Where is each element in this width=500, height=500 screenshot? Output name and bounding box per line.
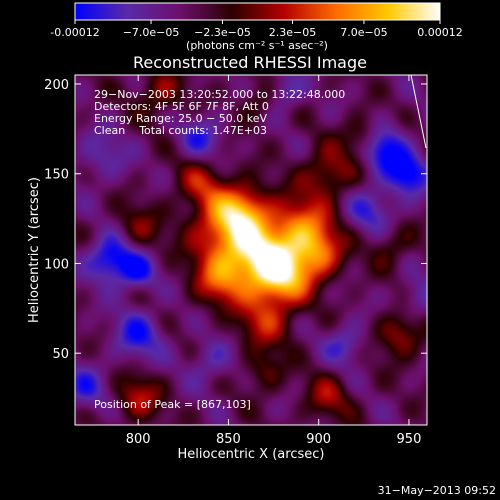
colorbar-tick-label: 7.0e−05 <box>340 26 387 39</box>
x-axis-label: Heliocentric X (arcsec) <box>178 447 325 462</box>
colorbar-tick-label: −2.3e−05 <box>194 26 251 39</box>
x-tick-label: 850 <box>216 432 241 447</box>
x-tick-label: 950 <box>397 432 422 447</box>
y-axis-ticks: 50 100 150 200 <box>44 78 427 362</box>
y-tick-label: 100 <box>44 257 69 272</box>
annotation-peak-position: Position of Peak = [867,103] <box>94 398 251 411</box>
annotation-detectors: Detectors: 4F 5F 6F 7F 8F, Att 0 <box>94 100 269 113</box>
footer-date-stamp: 31−May−2013 09:52 <box>378 484 496 497</box>
colorbar-tick-label: −7.0e−05 <box>123 26 180 39</box>
plot-frame <box>74 74 428 426</box>
annotation-clean-counts: Clean Total counts: 1.47E+03 <box>94 124 267 137</box>
colorbar-tick-label: 0.00012 <box>417 26 463 39</box>
x-tick-label: 800 <box>126 432 151 447</box>
heatmap-image <box>75 75 427 425</box>
solar-limb-line <box>410 75 427 149</box>
y-tick-label: 50 <box>52 347 69 362</box>
y-tick-label: 150 <box>44 168 69 183</box>
colorbar-tick-label: -0.00012 <box>50 26 99 39</box>
annotation-energy-range: Energy Range: 25.0 − 50.0 keV <box>94 112 268 125</box>
colorbar <box>74 2 441 21</box>
x-axis-ticks: 800 850 900 950 <box>126 75 422 447</box>
heatmap-container <box>75 75 427 425</box>
chart-title: Reconstructed RHESSI Image <box>133 53 367 72</box>
colorbar-tick-label: 2.3e−05 <box>269 26 316 39</box>
y-tick-label: 200 <box>44 78 69 93</box>
annotation-time-range: 29−Nov−2003 13:20:52.000 to 13:22:48.000 <box>94 88 345 101</box>
colorbar-units-label: (photons cm⁻² s⁻¹ asec⁻²) <box>186 39 328 52</box>
x-tick-label: 900 <box>306 432 331 447</box>
colorbar-ticks: -0.00012 −7.0e−05 −2.3e−05 2.3e−05 7.0e−05 0.… <box>50 20 463 39</box>
y-axis-label: Heliocentric Y (arcsec) <box>27 177 42 323</box>
